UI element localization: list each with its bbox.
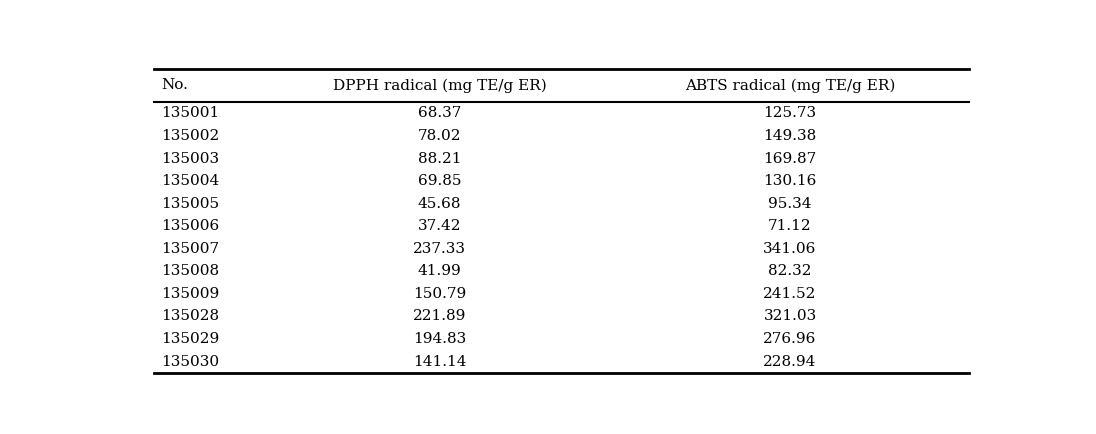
Text: 241.52: 241.52: [763, 287, 817, 301]
Text: 95.34: 95.34: [768, 197, 812, 211]
Text: 228.94: 228.94: [763, 355, 817, 368]
Text: No.: No.: [161, 79, 187, 92]
Text: 125.73: 125.73: [764, 106, 817, 121]
Text: 135009: 135009: [161, 287, 219, 301]
Text: ABTS radical (mg TE/g ER): ABTS radical (mg TE/g ER): [685, 78, 895, 93]
Text: 135003: 135003: [161, 151, 219, 166]
Text: 169.87: 169.87: [764, 151, 817, 166]
Text: DPPH radical (mg TE/g ER): DPPH radical (mg TE/g ER): [332, 78, 546, 93]
Text: 135008: 135008: [161, 264, 219, 278]
Text: 69.85: 69.85: [418, 174, 461, 188]
Text: 150.79: 150.79: [413, 287, 466, 301]
Text: 276.96: 276.96: [763, 332, 817, 346]
Text: 149.38: 149.38: [764, 129, 817, 143]
Text: 221.89: 221.89: [413, 309, 466, 323]
Text: 82.32: 82.32: [768, 264, 812, 278]
Text: 37.42: 37.42: [418, 219, 461, 233]
Text: 237.33: 237.33: [413, 242, 466, 256]
Text: 194.83: 194.83: [413, 332, 466, 346]
Text: 135006: 135006: [161, 219, 219, 233]
Text: 135007: 135007: [161, 242, 219, 256]
Text: 141.14: 141.14: [412, 355, 466, 368]
Text: 135001: 135001: [161, 106, 219, 121]
Text: 88.21: 88.21: [418, 151, 461, 166]
Text: 78.02: 78.02: [418, 129, 461, 143]
Text: 130.16: 130.16: [763, 174, 817, 188]
Text: 135028: 135028: [161, 309, 219, 323]
Text: 135002: 135002: [161, 129, 219, 143]
Text: 41.99: 41.99: [418, 264, 461, 278]
Text: 71.12: 71.12: [768, 219, 812, 233]
Text: 45.68: 45.68: [418, 197, 461, 211]
Text: 135029: 135029: [161, 332, 219, 346]
Text: 135005: 135005: [161, 197, 219, 211]
Text: 321.03: 321.03: [764, 309, 817, 323]
Text: 135004: 135004: [161, 174, 219, 188]
Text: 68.37: 68.37: [418, 106, 461, 121]
Text: 341.06: 341.06: [763, 242, 817, 256]
Text: 135030: 135030: [161, 355, 219, 368]
